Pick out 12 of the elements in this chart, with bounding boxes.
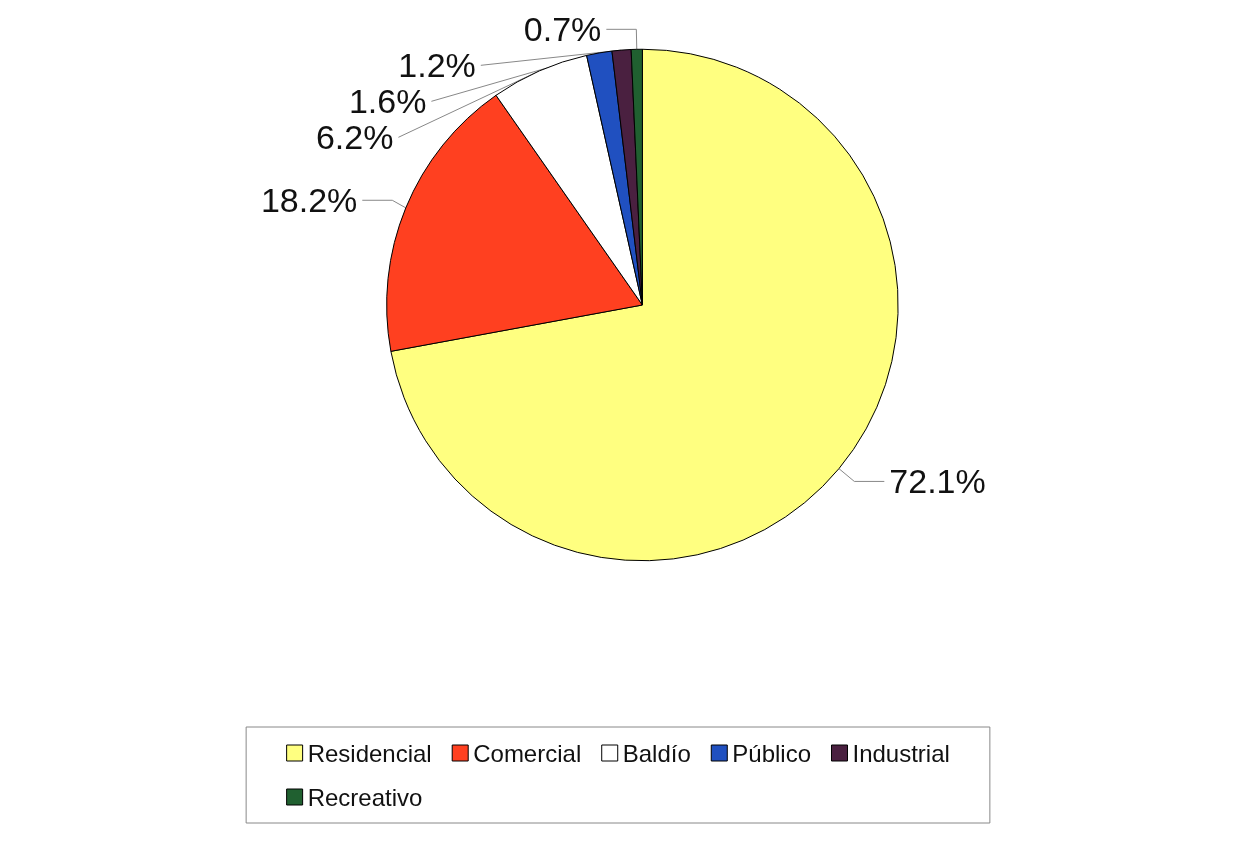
legend-label: Recreativo xyxy=(307,783,423,811)
data-label: 6.2% xyxy=(315,118,394,157)
legend-label: Público xyxy=(732,739,811,767)
data-label: 18.2% xyxy=(260,181,358,220)
data-label: 1.6% xyxy=(348,82,427,121)
legend-label: Comercial xyxy=(473,739,582,767)
legend-label: Residencial xyxy=(307,739,432,767)
data-label: 72.1% xyxy=(889,462,986,501)
data-label: 1.2% xyxy=(398,46,476,85)
legend-label: Baldío xyxy=(622,739,691,767)
legend-label: Industrial xyxy=(852,739,950,767)
data-label: 0.7% xyxy=(523,10,602,49)
